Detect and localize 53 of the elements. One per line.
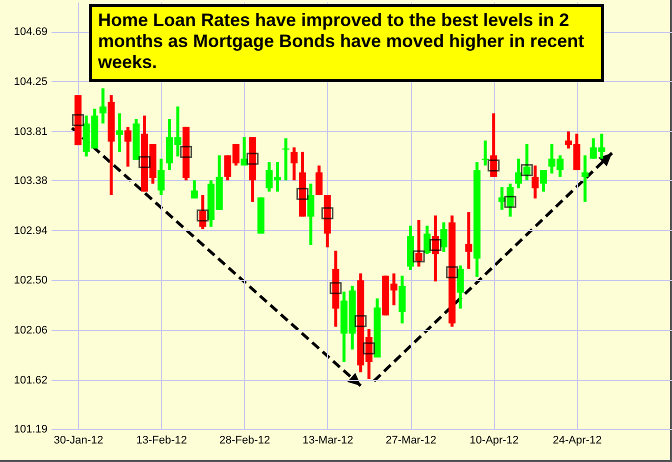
candlestick	[307, 184, 314, 246]
point	[296, 188, 308, 200]
candlestick	[482, 140, 489, 166]
y-tick-label: 103.38	[14, 174, 48, 187]
x-tick-label: 27-Mar-12	[386, 434, 436, 446]
point	[196, 210, 209, 222]
candlestick	[290, 147, 298, 180]
point	[180, 146, 192, 158]
point	[429, 239, 442, 252]
y-tick-label: 101.62	[14, 374, 48, 387]
candlestick	[465, 212, 472, 269]
candlestick	[316, 166, 323, 196]
candlestick	[415, 220, 422, 267]
candlestick	[523, 144, 530, 180]
point	[72, 114, 84, 126]
point	[138, 156, 151, 168]
candlestick	[582, 155, 589, 202]
point	[504, 196, 516, 208]
point	[354, 315, 367, 328]
point	[362, 342, 375, 354]
y-tick-label: 102.06	[14, 324, 48, 337]
candlestick	[532, 166, 539, 198]
point	[321, 207, 334, 220]
point	[488, 160, 500, 172]
x-tick-label: 28-Feb-12	[219, 434, 270, 446]
candlestick	[506, 184, 514, 217]
candlestick	[440, 222, 448, 252]
y-tick-label: 101.19	[14, 424, 48, 436]
candlestick	[540, 170, 547, 192]
candlestick	[116, 113, 124, 152]
y-tick-label: 103.81	[14, 126, 48, 138]
point	[446, 266, 458, 278]
y-tick-label: 102.50	[14, 274, 48, 287]
point	[412, 250, 425, 262]
candlestick	[190, 180, 198, 198]
candlestick	[456, 265, 464, 309]
x-tick-label: 10-Apr-12	[470, 434, 519, 446]
y-tick-label: 104.69	[14, 26, 48, 38]
candlestick	[199, 195, 206, 230]
x-tick-label: 13-Feb-12	[136, 434, 188, 446]
callout-box: Home Loan Rates have improved to the best levels in 2 months as Mortgage Bonds have moved higher in recent weeks.	[89, 4, 604, 82]
point	[246, 152, 259, 165]
x-tick-label: 30-Jan-12	[54, 434, 104, 446]
candlestick	[515, 158, 522, 188]
x-tick-label: 13-Mar-12	[302, 434, 354, 446]
point	[520, 164, 533, 176]
y-tick-label: 102.94	[14, 224, 48, 237]
point	[330, 282, 342, 294]
x-tick-label: 24-Apr-12	[552, 434, 602, 446]
candlestick	[158, 158, 165, 196]
candlestick	[99, 88, 106, 124]
candlestick	[124, 126, 132, 167]
y-tick-label: 104.25	[14, 76, 48, 88]
